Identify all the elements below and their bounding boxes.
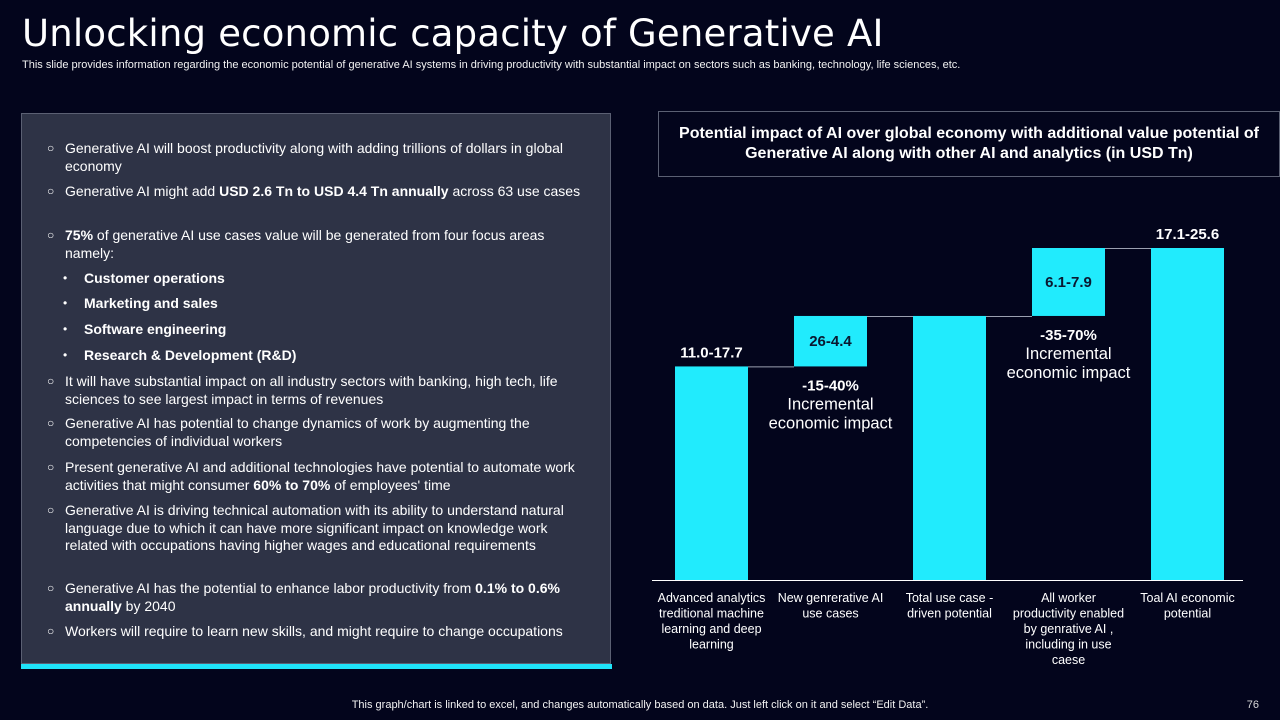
annotation-label: -15-40% (802, 377, 859, 394)
x-tick-label: learning and deep (661, 622, 761, 636)
page-title: Unlocking economic capacity of Generativ… (22, 12, 884, 55)
data-label: 26-4.4 (809, 333, 852, 350)
data-label: 17.1-25.6 (1156, 226, 1219, 243)
x-tick-label: learning (689, 638, 734, 652)
bullet-item: ○ Workers will require to learn new skil… (47, 623, 563, 639)
dot-bullet-icon: • (63, 322, 68, 336)
sub-bullet-item: • Customer operations (63, 270, 225, 286)
circle-bullet-icon: ○ (47, 624, 55, 638)
bullet-item: ○ Generative AI will boost productivity … (47, 140, 564, 174)
data-label: 6.1-7.9 (1045, 274, 1092, 291)
page-subtitle: This slide provides information regardin… (22, 59, 961, 71)
x-tick-label: potential (1164, 607, 1211, 621)
x-tick-label: use cases (802, 607, 858, 621)
circle-bullet-icon: ○ (47, 460, 55, 474)
bullet-item: ○ Generative AI might add USD 2.6 Tn to … (47, 183, 581, 199)
bar-2 (913, 315, 986, 580)
x-tick-label: Total use case - (906, 591, 994, 605)
x-tick-label: driven potential (907, 607, 992, 621)
circle-bullet-icon: ○ (47, 503, 55, 517)
dot-bullet-icon: • (63, 271, 68, 285)
bullet-item: ○ 75% of generative AI use cases value w… (47, 227, 545, 261)
x-tick-label: treditional machine (659, 607, 764, 621)
sub-bullet-item: • Research & Development (R&D) (63, 347, 297, 363)
info-panel (21, 113, 611, 664)
circle-bullet-icon: ○ (47, 228, 55, 242)
annotation-label: Incremental (787, 395, 873, 413)
chart-title: Potential impact of AI over global econo… (658, 111, 1280, 177)
sub-bullet-item: • Marketing and sales (63, 295, 218, 311)
x-tick-label: productivity enabled (1013, 607, 1124, 621)
data-label: 11.0-17.7 (680, 344, 743, 361)
annotation-label: economic impact (769, 414, 893, 432)
x-tick-label: All worker (1041, 591, 1096, 605)
dot-bullet-icon: • (63, 296, 68, 310)
x-tick-label: Advanced analytics (658, 591, 766, 605)
bullet-item: ○ Generative AI is driving technical aut… (47, 502, 564, 553)
bullet-item: ○ Generative AI has the potential to enh… (47, 580, 560, 614)
bar-3 (1032, 248, 1105, 316)
circle-bullet-icon: ○ (47, 581, 55, 595)
x-tick-label: New genrerative AI (778, 591, 884, 605)
circle-bullet-icon: ○ (47, 141, 55, 155)
footer-note: This graph/chart is linked to excel, and… (351, 699, 929, 711)
annotation-label: Incremental (1025, 345, 1111, 363)
waterfall-chart: 11.0-17.7 Advanced analytics treditional m… (652, 226, 1243, 667)
annotation-label: economic impact (1007, 364, 1131, 382)
bar-4 (1151, 248, 1224, 580)
x-tick-label: Toal AI economic (1140, 591, 1235, 605)
dot-bullet-icon: • (63, 348, 68, 362)
page-number: 76 (1246, 699, 1259, 711)
circle-bullet-icon: ○ (47, 374, 55, 388)
bar-0 (675, 366, 748, 580)
circle-bullet-icon: ○ (47, 416, 55, 430)
x-tick-label: caese (1052, 653, 1085, 667)
bullet-item: ○ Present generative AI and additional t… (47, 459, 575, 493)
x-tick-label: including in use (1025, 638, 1111, 652)
bullet-item: ○ It will have substantial impact on all… (47, 373, 558, 407)
bar-1 (794, 315, 867, 367)
x-tick-label: by genrative AI , (1024, 622, 1114, 636)
circle-bullet-icon: ○ (47, 184, 55, 198)
bullet-item: ○ Generative AI has potential to change … (47, 415, 530, 449)
panel-accent-bar (21, 664, 612, 669)
sub-bullet-item: • Software engineering (63, 321, 227, 337)
annotation-label: -35-70% (1040, 327, 1097, 344)
